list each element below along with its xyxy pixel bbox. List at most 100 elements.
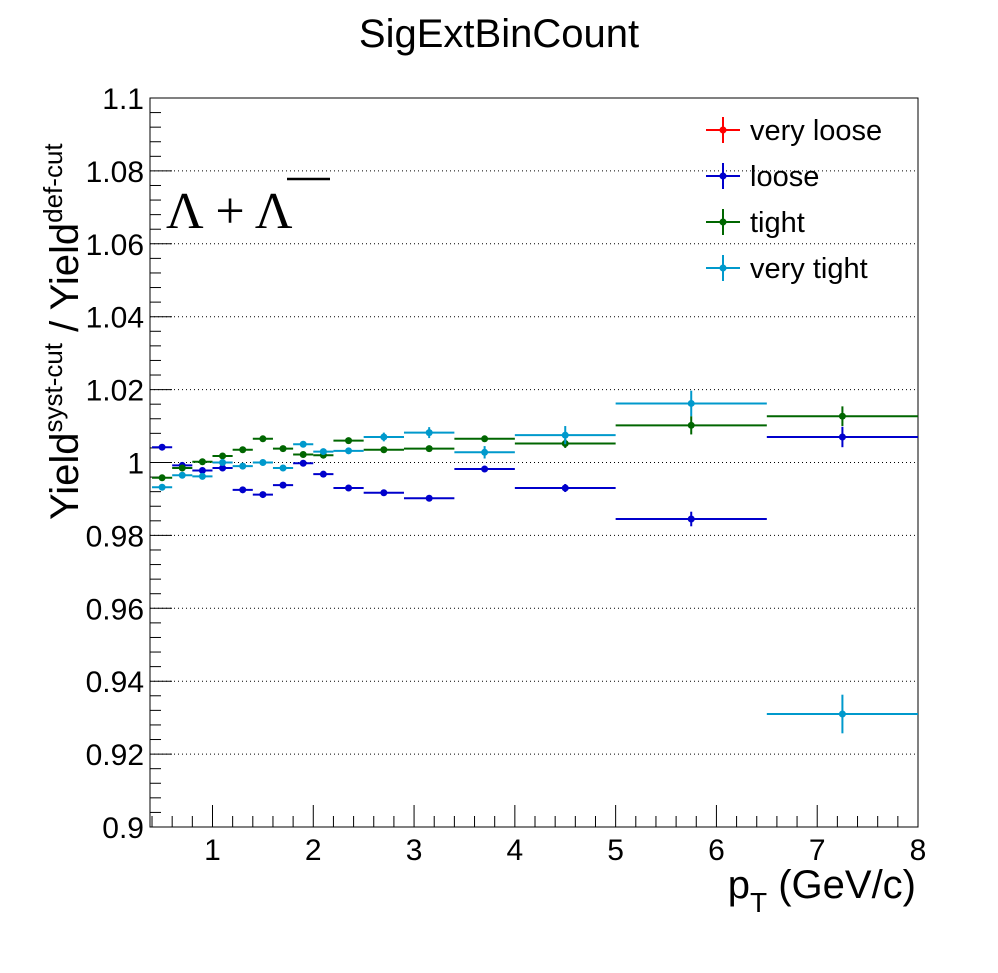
gridlines — [150, 170, 918, 755]
data-point — [172, 471, 193, 479]
chart-title: SigExtBinCount — [359, 12, 639, 56]
data-point — [272, 464, 294, 472]
data-point — [192, 467, 213, 475]
data-point — [293, 450, 314, 458]
marker — [158, 474, 166, 482]
plus-sign: + — [202, 183, 254, 240]
marker — [178, 471, 186, 479]
marker — [380, 446, 388, 454]
antilambda-symbol: Λ — [255, 183, 293, 240]
legend-marker — [719, 126, 727, 134]
data-point — [766, 426, 918, 448]
x-axis-label: pT (GeV/c) — [728, 863, 916, 918]
data-point — [272, 445, 294, 453]
marker — [299, 450, 307, 458]
marker — [178, 464, 186, 472]
marker — [687, 399, 695, 407]
data-point — [363, 446, 404, 454]
lambda-symbol: Λ — [166, 183, 204, 240]
y-tick-label: 1.04 — [86, 302, 144, 335]
data-point — [403, 427, 455, 439]
y-tick-label: 0.96 — [86, 593, 144, 626]
marker — [158, 483, 166, 491]
y-axis-label: Yieldsyst-cut / Yielddef-cut — [38, 143, 87, 520]
data-point — [232, 486, 253, 494]
marker — [239, 462, 247, 470]
marker — [687, 515, 695, 523]
data-point — [363, 432, 404, 442]
data-point — [252, 435, 273, 443]
y-tick-label: 0.98 — [86, 520, 144, 553]
marker — [425, 429, 433, 437]
legend-entry: tight — [706, 207, 805, 239]
marker — [299, 459, 307, 467]
x-tick-label: 8 — [910, 834, 927, 867]
x-tick-label: 1 — [204, 834, 221, 867]
data-point — [454, 465, 515, 473]
data-point — [333, 437, 364, 445]
y-tick-label: 0.92 — [86, 739, 144, 772]
legend-label: very loose — [750, 115, 882, 147]
marker — [259, 435, 267, 443]
marker — [239, 446, 247, 454]
marker — [299, 440, 307, 448]
y-tick-label: 1 — [127, 448, 144, 481]
marker — [481, 448, 489, 456]
marker — [319, 448, 327, 456]
marker — [219, 459, 227, 466]
data-point — [514, 426, 616, 445]
marker — [838, 412, 846, 420]
legend-label: very tight — [750, 253, 868, 285]
legend-marker — [719, 218, 727, 226]
y-tick-label: 0.9 — [102, 812, 144, 845]
marker — [380, 433, 388, 441]
data-point — [615, 511, 767, 527]
data-point — [363, 489, 404, 497]
legend: very loose loose tight very tight — [706, 115, 882, 285]
x-tick-label: 3 — [406, 834, 423, 867]
data-point — [172, 464, 193, 472]
y-tick-label: 1.1 — [102, 83, 144, 116]
data-point — [615, 390, 767, 417]
data-point — [192, 472, 213, 480]
data-point — [272, 481, 294, 489]
data-point — [232, 446, 253, 454]
data-point — [333, 484, 364, 492]
y-tick-label: 0.94 — [86, 666, 144, 699]
data-point — [766, 406, 918, 427]
x-tick-label: 7 — [809, 834, 826, 867]
svg-text:Λ + Λ: Λ + Λ — [166, 183, 293, 240]
data-point — [313, 448, 334, 456]
x-tick-label: 6 — [708, 834, 725, 867]
legend-entry: very loose — [706, 115, 882, 147]
legend-entry: very tight — [706, 253, 868, 285]
marker — [279, 464, 287, 472]
data-point — [152, 483, 173, 491]
marker — [838, 710, 846, 718]
data-point — [152, 474, 173, 482]
y-tick-label: 1.06 — [86, 229, 144, 262]
data-points — [152, 390, 918, 734]
data-point — [152, 443, 173, 451]
y-tick-label: 1.08 — [86, 156, 144, 189]
axes: 0.9 0.92 0.94 0.96 0.98 1 1.02 1.04 1.06 1.08 1.1 1… — [86, 83, 927, 867]
data-point — [403, 445, 455, 453]
x-tick-label: 4 — [507, 834, 524, 867]
marker — [239, 486, 247, 494]
data-point — [293, 440, 314, 448]
marker — [687, 421, 695, 429]
marker — [259, 459, 267, 466]
data-point — [333, 447, 364, 455]
data-point — [212, 464, 233, 472]
marker — [481, 435, 489, 443]
legend-label: loose — [750, 161, 819, 193]
marker — [425, 494, 433, 502]
data-point — [454, 446, 515, 459]
y-tick-label: 1.02 — [86, 375, 144, 408]
data-point — [514, 484, 616, 493]
data-point — [252, 459, 273, 466]
marker — [279, 445, 287, 453]
marker — [345, 447, 353, 455]
legend-marker — [719, 172, 727, 180]
